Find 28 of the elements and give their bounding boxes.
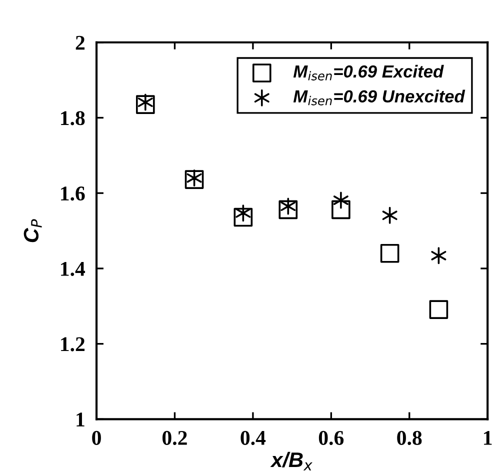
- x-tick-label: 0.8: [397, 430, 422, 446]
- point: [429, 300, 448, 319]
- point: [332, 200, 350, 220]
- y-tick-label: 1.6: [61, 186, 85, 201]
- y-tick-label: 1.8: [61, 111, 85, 126]
- x-tick-label: 0.2: [162, 430, 187, 446]
- point: [138, 94, 153, 111]
- point: [280, 198, 296, 215]
- legend-label: M$_{isen}$=0.69 Excited: [293, 64, 444, 80]
- point: [136, 95, 155, 114]
- legend-label: M$_{isen}$=0.69 Unexcited: [293, 90, 466, 106]
- point: [431, 247, 446, 264]
- point: [236, 204, 251, 222]
- y-tick-label: 1.2: [61, 337, 85, 352]
- x-tick-label: 0: [92, 430, 101, 445]
- point: [333, 192, 348, 209]
- point: [234, 208, 253, 227]
- y-tick-label: 1: [76, 412, 84, 426]
- x-tick-label: 0.4: [240, 430, 266, 446]
- point: [380, 244, 400, 263]
- y-tick-label: 1.4: [61, 262, 86, 276]
- y-axis-title: C$_{P}$: [24, 219, 42, 242]
- x-axis-title: x/B$_{x}$: [270, 452, 312, 470]
- y-tick-label: 2: [76, 36, 85, 50]
- x-tick-label: 1: [484, 431, 492, 445]
- point: [278, 200, 298, 220]
- point: [382, 206, 398, 224]
- x-tick-label: 0.6: [318, 430, 344, 446]
